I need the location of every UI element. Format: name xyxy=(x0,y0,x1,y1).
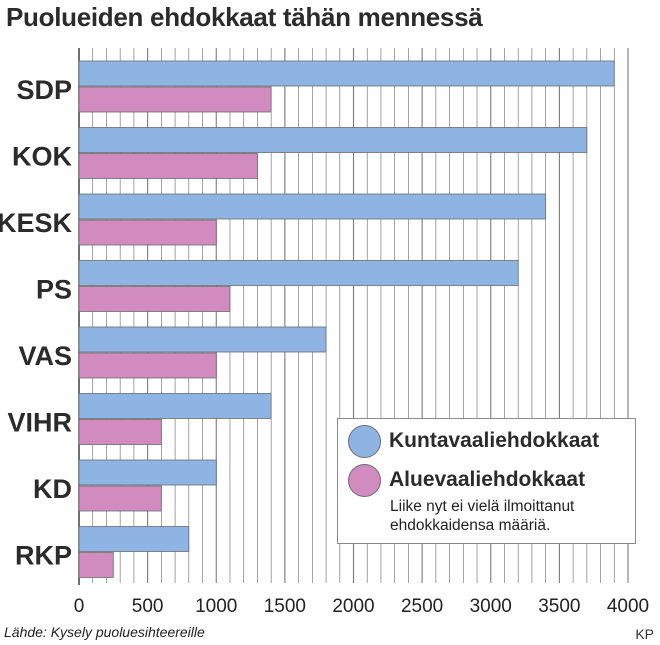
category-label-ps: PS xyxy=(36,275,72,305)
bar-vihr-alue xyxy=(78,419,162,445)
credit: KP xyxy=(635,626,654,642)
x-tick-label: 500 xyxy=(132,596,164,617)
x-tick-label: 2500 xyxy=(401,596,443,617)
source-note: Lähde: Kysely puoluesihteereille xyxy=(4,624,205,640)
bar-kd-kunta xyxy=(78,459,217,486)
legend-item-alue: Aluevaaliehdokkaat xyxy=(348,462,585,498)
bar-vas-alue xyxy=(78,352,217,379)
category-labels: SDP KOK KESK PS VAS VIHR KD RKP xyxy=(0,75,73,571)
x-tick-label: 1000 xyxy=(195,596,237,617)
category-label-vas: VAS xyxy=(18,341,72,371)
bar-kok-alue xyxy=(78,153,258,179)
legend-label-kunta: Kuntavaaliehdokkaat xyxy=(389,429,600,452)
bar-vas-kunta xyxy=(78,326,327,353)
category-label-rkp: RKP xyxy=(15,541,72,571)
x-tick-label: 0 xyxy=(74,596,85,617)
bar-kd-alue xyxy=(78,485,162,512)
legend-swatch-kunta xyxy=(348,424,381,458)
x-axis-ticks: 0 500 1000 1500 2000 2500 3000 3500 4000 xyxy=(74,596,649,617)
bar-kesk-alue xyxy=(78,219,217,246)
x-tick-label: 4000 xyxy=(607,596,649,617)
x-tick-label: 3500 xyxy=(538,596,580,617)
x-tick-label: 1500 xyxy=(264,596,306,617)
bar-kok-kunta xyxy=(78,127,588,153)
bar-rkp-alue xyxy=(78,552,114,578)
category-label-kd: KD xyxy=(33,474,72,504)
bar-ps-kunta xyxy=(78,260,519,286)
bar-rkp-kunta xyxy=(78,526,190,552)
bar-vihr-kunta xyxy=(78,393,272,419)
category-label-kok: KOK xyxy=(12,142,73,172)
bar-sdp-kunta xyxy=(78,60,615,87)
x-tick-label: 2000 xyxy=(332,596,374,617)
legend-item-kunta: Kuntavaaliehdokkaat xyxy=(348,423,599,459)
category-label-sdp: SDP xyxy=(16,75,72,105)
legend-note: Liike nyt ei vielä ilmoittanut ehdokkaid… xyxy=(390,498,575,534)
x-tick-label: 3000 xyxy=(470,596,512,617)
category-label-vihr: VIHR xyxy=(7,408,72,438)
bar-sdp-alue xyxy=(78,86,272,113)
legend-swatch-alue xyxy=(348,463,381,497)
bar-kesk-kunta xyxy=(78,193,547,220)
chart-title: Puolueiden ehdokkaat tähän mennessä xyxy=(6,2,483,32)
bars xyxy=(78,60,615,578)
bar-ps-alue xyxy=(78,286,231,312)
category-label-kesk: KESK xyxy=(0,208,73,238)
legend-label-alue: Aluevaaliehdokkaat xyxy=(389,468,586,491)
legend: Kuntavaaliehdokkaat Aluevaaliehdokkaat L… xyxy=(337,418,636,544)
